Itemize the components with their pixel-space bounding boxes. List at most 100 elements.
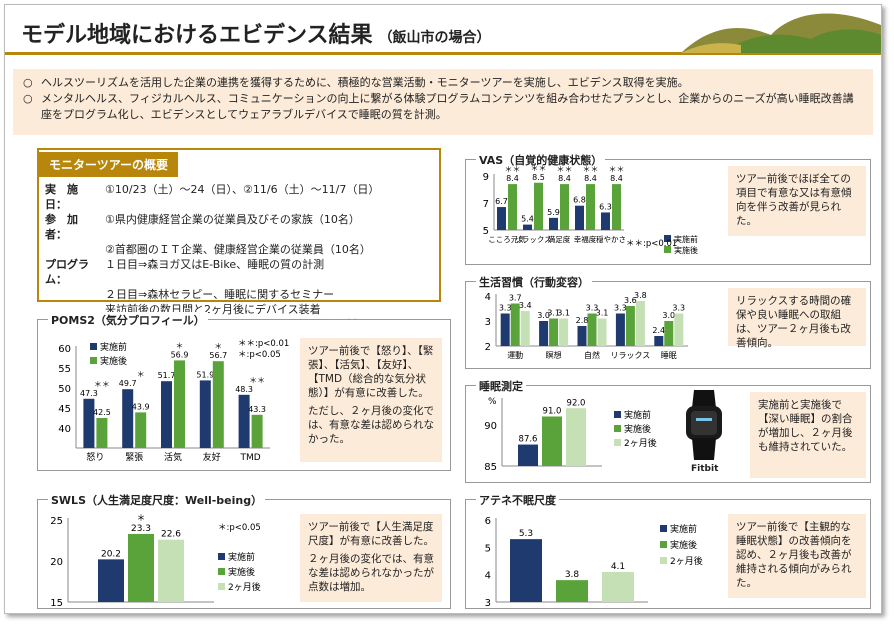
data-label: 47.3 — [80, 389, 98, 398]
page-title: モデル地域におけるエビデンス結果 （飯山市の場合） — [21, 23, 491, 48]
bar — [497, 207, 506, 230]
data-label: 91.0 — [543, 407, 562, 417]
significance-mark: ＊＊ — [505, 165, 521, 174]
data-label: 8.4 — [506, 174, 519, 183]
legend-label: 実施後 — [228, 566, 255, 578]
bar — [556, 580, 588, 602]
legend-label: 実施前 — [624, 409, 651, 421]
fitbit-device-icon — [686, 390, 722, 460]
data-label: 8.4 — [558, 174, 571, 183]
tour-row-value: ②首都圏のＩＴ企業、健康経営企業の従業員（10名） — [105, 243, 371, 256]
legend-swatch — [90, 357, 97, 364]
slide-frame: モデル地域におけるエビデンス結果（飯山市の場合） ヘルスツーリズムを活用した企業… — [4, 4, 882, 614]
bar — [635, 301, 645, 346]
significance-mark: ＊＊ — [609, 165, 625, 174]
bar — [577, 326, 587, 346]
bar — [534, 182, 543, 230]
bar — [500, 313, 510, 346]
swls-panel: SWLS（人生満足度尺度：Well-being） 15 20 25 20.2 23.3 2… — [37, 492, 451, 609]
legend-swatch — [614, 411, 621, 418]
data-label: 6.8 — [573, 196, 586, 205]
y-tick-label: 90 — [484, 421, 497, 432]
lifestyle-note: リラックスする時間の確保や良い睡眠への取組は、ツアー２ヶ月後も改善傾向。 — [728, 288, 866, 349]
bar — [510, 303, 520, 346]
bar — [518, 444, 538, 466]
significance-note: ＊:p<0.05 — [218, 523, 261, 533]
legend-swatch — [218, 553, 225, 560]
data-label: 3.8 — [634, 291, 647, 300]
data-label: 3.6 — [624, 296, 637, 305]
data-label: 51.7 — [158, 371, 176, 380]
tour-row: プログラム： １日目⇒森ヨガ又はE-Bike、睡眠の質の計測 — [45, 257, 379, 287]
data-label: 43.9 — [132, 402, 150, 411]
significance-note: ＊＊:p<0.01 — [626, 239, 677, 249]
y-tick-label: 6 — [485, 516, 491, 527]
bar — [602, 571, 634, 602]
bar — [539, 321, 549, 346]
significance-mark: ＊＊ — [94, 380, 110, 389]
data-label: 3.7 — [509, 294, 522, 303]
tour-row-label: 参 加 者： — [45, 213, 89, 241]
poms-note: ツアー前後で【怒り】、【緊張】、【活気】、【友好】、【TMD（総合的な気分状態）… — [300, 338, 442, 462]
category-label: リラックス — [611, 351, 651, 360]
swls-note: ツアー前後で【人生満足度尺度】が有意に改善した。 ２ヶ月後の変化では、有意な差は… — [300, 514, 442, 602]
bar — [199, 380, 211, 448]
legend-label: 実施後 — [624, 423, 651, 435]
poms-title: POMS2（気分プロフィール） — [48, 312, 208, 328]
legend-label: 実施後 — [674, 245, 698, 255]
y-tick-label: 50 — [58, 384, 71, 395]
lifestyle-chart: 2343.33.73.4運動3.03.13.1瞑想2.83.33.1自然3.33… — [485, 291, 688, 360]
data-label: 23.3 — [131, 524, 151, 534]
tour-row-value: ①県内健康経営企業の従業員及びその家族（10名） — [105, 213, 360, 226]
legend-label: 実施前 — [100, 341, 127, 353]
bar — [135, 412, 147, 448]
tour-row: 実 施 日： ①10/23（土）～24（日）、②11/6（土）～11/7（日） — [45, 182, 379, 212]
legend-label: 実施前 — [228, 551, 255, 563]
bar — [542, 416, 562, 466]
y-tick-label: 20 — [50, 557, 63, 568]
data-label: 8.4 — [584, 174, 597, 183]
y-tick-label: 7 — [483, 199, 489, 210]
y-tick-label: 3 — [485, 598, 491, 608]
swls-note-line: ２ヶ月後の変化では、有意な差は認められなかったが点数は増加。 — [308, 553, 434, 593]
poms-note-line: ツアー前後で【怒り】、【緊張】、【活気】、【友好】、【TMD（総合的な気分状態）… — [308, 345, 434, 399]
bar — [174, 360, 185, 448]
tour-row: ②首都圏のＩＴ企業、健康経営企業の従業員（10名） — [45, 242, 379, 257]
data-label: 87.6 — [519, 435, 538, 445]
bar — [664, 321, 674, 346]
page-subtitle: （飯山市の場合） — [378, 30, 491, 46]
bar — [612, 184, 621, 230]
legend-swatch — [218, 568, 225, 575]
category-label: 穏やかさ — [596, 234, 626, 244]
sleep-panel: 睡眠測定 85 90% 87.6 91.0 92.0 実施前 実施後 2ヶ月後 Fitbit … — [465, 378, 871, 483]
poms-note-line: ただし、２ヶ月後の変化では、有意な差は認められなかった。 — [308, 405, 434, 445]
summary-item: ヘルスツーリズムを活用した企業の連携を獲得するために、積極的な営業活動・モニター… — [23, 75, 863, 91]
data-label: 56.9 — [171, 350, 189, 359]
bar — [615, 313, 625, 346]
hills-decoration — [681, 13, 881, 53]
bar — [549, 217, 558, 230]
y-tick-label: 60 — [58, 344, 71, 355]
y-tick-label: 45 — [58, 404, 71, 415]
significance-mark: ＊ — [176, 341, 184, 350]
data-label: 4.1 — [611, 562, 625, 572]
data-label: 5.9 — [547, 208, 560, 217]
swls-note-line: ツアー前後で【人生満足度尺度】が有意に改善した。 — [308, 521, 434, 547]
tour-row-label: 実 施 日： — [45, 183, 89, 211]
bar — [520, 311, 530, 346]
y-tick-label: 85 — [484, 462, 497, 473]
header: モデル地域におけるエビデンス結果 （飯山市の場合） — [5, 5, 881, 55]
category-label: 幸福度 — [574, 234, 597, 244]
fitbit-label: Fitbit — [691, 464, 719, 474]
significance-mark: ＊＊ — [249, 376, 265, 385]
y-tick-label: 15 — [50, 598, 63, 608]
data-label: 2.8 — [576, 316, 589, 325]
significance-mark: ＊ — [137, 370, 145, 379]
data-label: 49.7 — [119, 379, 137, 388]
data-label: 3.0 — [662, 311, 675, 320]
category-label: 怒り — [86, 451, 104, 463]
bar — [549, 318, 559, 346]
data-label: 6.7 — [495, 197, 508, 206]
